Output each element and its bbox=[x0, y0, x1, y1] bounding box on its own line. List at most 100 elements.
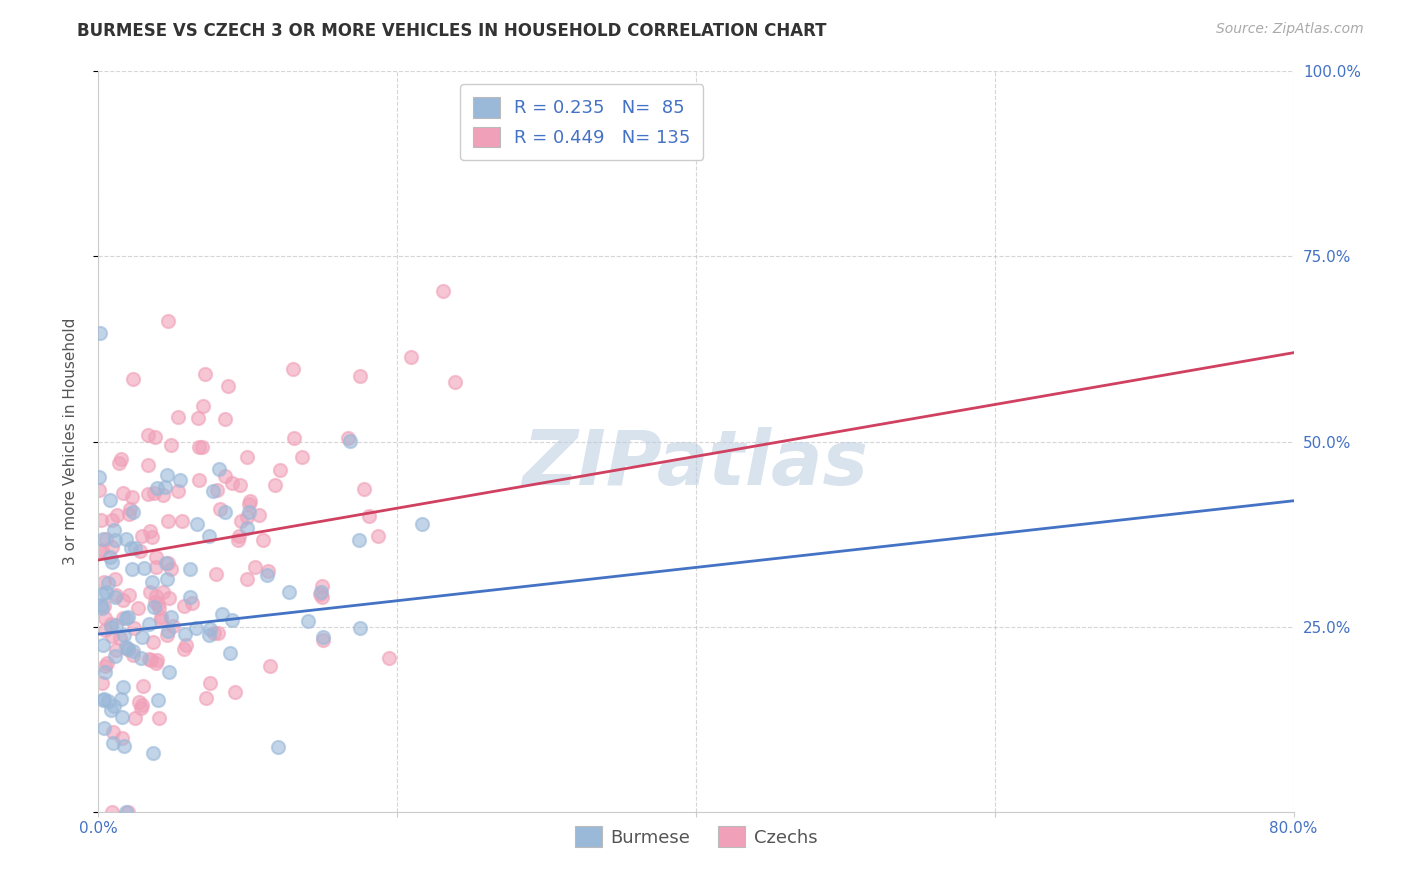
Point bbox=[138, 428, 160, 442]
Point bbox=[236, 450, 259, 465]
Point bbox=[111, 610, 134, 624]
Point bbox=[236, 510, 259, 524]
Point bbox=[136, 486, 159, 500]
Point bbox=[117, 805, 139, 819]
Point bbox=[145, 550, 167, 565]
Point bbox=[146, 693, 169, 707]
Point bbox=[120, 541, 142, 556]
Point bbox=[141, 574, 163, 589]
Point bbox=[114, 532, 136, 546]
Point bbox=[103, 698, 125, 713]
Point bbox=[94, 533, 117, 547]
Point bbox=[211, 607, 233, 621]
Point bbox=[124, 541, 146, 555]
Point bbox=[263, 478, 285, 492]
Point bbox=[228, 529, 250, 543]
Point bbox=[143, 430, 166, 444]
Point bbox=[236, 521, 259, 535]
Point bbox=[174, 638, 197, 652]
Point bbox=[120, 502, 142, 516]
Point bbox=[269, 463, 291, 477]
Point bbox=[111, 731, 134, 746]
Point bbox=[349, 621, 371, 635]
Point bbox=[91, 601, 114, 615]
Point bbox=[146, 653, 169, 667]
Point bbox=[267, 740, 290, 755]
Point bbox=[243, 559, 266, 574]
Point bbox=[129, 701, 152, 715]
Point bbox=[359, 509, 381, 524]
Point bbox=[138, 458, 160, 472]
Point bbox=[157, 665, 180, 680]
Point bbox=[197, 529, 219, 543]
Point bbox=[121, 490, 143, 504]
Point bbox=[94, 659, 117, 673]
Point bbox=[117, 589, 139, 603]
Point bbox=[100, 620, 122, 634]
Point bbox=[98, 492, 121, 507]
Point bbox=[104, 533, 127, 547]
Point bbox=[312, 633, 335, 648]
Point bbox=[132, 561, 155, 575]
Point bbox=[202, 484, 225, 499]
Point bbox=[94, 585, 117, 599]
Point bbox=[443, 375, 465, 389]
Point bbox=[139, 653, 162, 667]
Point bbox=[96, 656, 118, 670]
Point bbox=[208, 462, 231, 476]
Point bbox=[148, 601, 170, 615]
Point bbox=[179, 561, 201, 575]
Point bbox=[179, 590, 201, 604]
Point bbox=[108, 456, 131, 470]
Point bbox=[173, 599, 195, 613]
Point bbox=[202, 626, 225, 640]
Point bbox=[277, 584, 299, 599]
Point bbox=[97, 694, 120, 708]
Point bbox=[156, 627, 179, 641]
Point bbox=[221, 613, 243, 627]
Point bbox=[181, 596, 204, 610]
Point bbox=[104, 588, 127, 602]
Point bbox=[112, 680, 135, 694]
Point bbox=[160, 610, 183, 624]
Point bbox=[311, 590, 333, 604]
Point bbox=[138, 584, 160, 599]
Point bbox=[91, 532, 114, 546]
Point bbox=[224, 685, 246, 699]
Point bbox=[145, 560, 167, 574]
Point bbox=[156, 314, 179, 328]
Point bbox=[111, 593, 134, 607]
Point bbox=[142, 485, 165, 500]
Point bbox=[138, 617, 160, 632]
Point bbox=[401, 351, 423, 365]
Point bbox=[100, 805, 122, 819]
Point bbox=[122, 648, 145, 662]
Point bbox=[146, 597, 169, 611]
Point bbox=[100, 617, 122, 632]
Point bbox=[337, 431, 360, 445]
Point bbox=[87, 470, 110, 484]
Point bbox=[190, 441, 212, 455]
Point bbox=[91, 676, 114, 690]
Point bbox=[98, 549, 121, 564]
Point bbox=[214, 505, 236, 519]
Point bbox=[91, 692, 114, 706]
Point bbox=[90, 543, 112, 558]
Point bbox=[156, 572, 179, 586]
Point bbox=[122, 372, 145, 386]
Point bbox=[117, 641, 139, 656]
Y-axis label: 3 or more Vehicles in Household: 3 or more Vehicles in Household bbox=[63, 318, 77, 566]
Point bbox=[127, 600, 149, 615]
Point bbox=[104, 572, 127, 586]
Point bbox=[155, 479, 177, 493]
Point bbox=[104, 591, 127, 605]
Point bbox=[173, 626, 195, 640]
Point bbox=[115, 611, 138, 625]
Point bbox=[128, 695, 150, 709]
Point bbox=[238, 497, 260, 511]
Point bbox=[104, 643, 127, 657]
Point bbox=[257, 564, 280, 578]
Point bbox=[121, 561, 143, 575]
Point bbox=[198, 676, 221, 690]
Point bbox=[226, 533, 249, 548]
